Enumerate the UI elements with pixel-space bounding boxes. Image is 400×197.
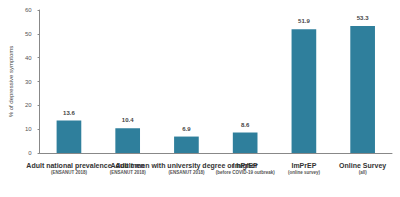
svg-text:30: 30 bbox=[25, 79, 32, 85]
svg-text:53.3: 53.3 bbox=[357, 15, 369, 21]
svg-text:Adult men with university degr: Adult men with university degree or high… bbox=[115, 162, 258, 170]
svg-text:8.6: 8.6 bbox=[241, 122, 250, 128]
svg-text:10.4: 10.4 bbox=[122, 117, 134, 123]
svg-text:(before COVID-19 outbreak): (before COVID-19 outbreak) bbox=[216, 170, 276, 175]
svg-text:ImPrEP: ImPrEP bbox=[291, 162, 316, 169]
svg-text:60: 60 bbox=[25, 7, 32, 13]
svg-text:ImPrEP: ImPrEP bbox=[233, 162, 258, 169]
svg-text:% of depressive symptoms: % of depressive symptoms bbox=[8, 46, 14, 118]
svg-text:20: 20 bbox=[25, 102, 32, 108]
svg-text:Online Survey: Online Survey bbox=[339, 162, 386, 170]
svg-text:(ENSANUT 2018): (ENSANUT 2018) bbox=[168, 170, 205, 175]
svg-text:6.9: 6.9 bbox=[182, 126, 191, 132]
svg-text:51.9: 51.9 bbox=[298, 18, 310, 24]
svg-text:13.6: 13.6 bbox=[63, 110, 75, 116]
svg-text:Adult national prevalence: Adult national prevalence bbox=[26, 162, 111, 170]
svg-text:10: 10 bbox=[25, 126, 32, 132]
svg-text:(all): (all) bbox=[359, 170, 368, 175]
svg-text:(ENSANUT 2018): (ENSANUT 2018) bbox=[110, 170, 147, 175]
svg-text:(online survey): (online survey) bbox=[288, 170, 321, 175]
svg-text:40: 40 bbox=[25, 55, 32, 61]
svg-text:50: 50 bbox=[25, 31, 32, 37]
svg-text:0: 0 bbox=[28, 150, 32, 156]
svg-text:(ENSANUT 2018): (ENSANUT 2018) bbox=[51, 170, 88, 175]
